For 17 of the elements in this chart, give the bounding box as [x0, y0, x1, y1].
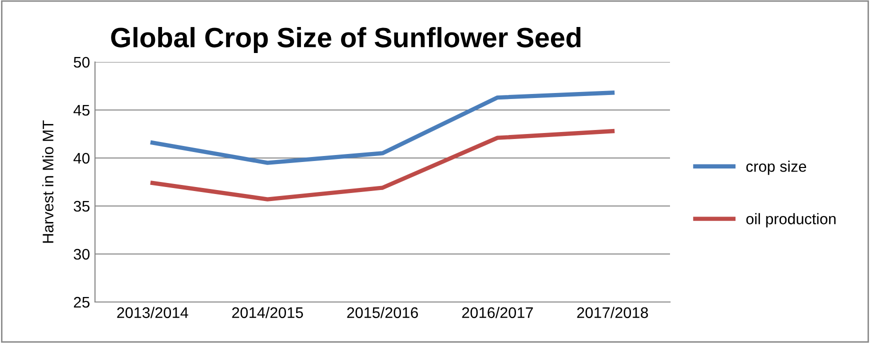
x-tick-label: 2016/2017 — [462, 306, 533, 318]
x-tick-label: 2014/2015 — [232, 306, 303, 318]
y-tick-label: 50 — [74, 56, 90, 68]
x-tick-label: 2015/2016 — [347, 306, 418, 318]
chart-title: Global Crop Size of Sunflower Seed — [111, 27, 580, 53]
y-tick-label: 25 — [74, 296, 90, 308]
legend-label: crop size — [746, 160, 806, 175]
x-tick-label: 2013/2014 — [117, 306, 188, 318]
line-series — [150, 129, 615, 202]
y-tick-label: 40 — [74, 152, 90, 164]
legend-label: oil production — [746, 213, 836, 228]
line-series — [150, 90, 615, 165]
y-tick-label: 30 — [74, 248, 90, 260]
y-tick-label: 35 — [74, 200, 90, 212]
y-axis-title: Harvest in Mio MT — [42, 120, 54, 243]
x-tick-label: 2017/2018 — [577, 306, 648, 318]
y-tick-label: 45 — [74, 105, 90, 116]
